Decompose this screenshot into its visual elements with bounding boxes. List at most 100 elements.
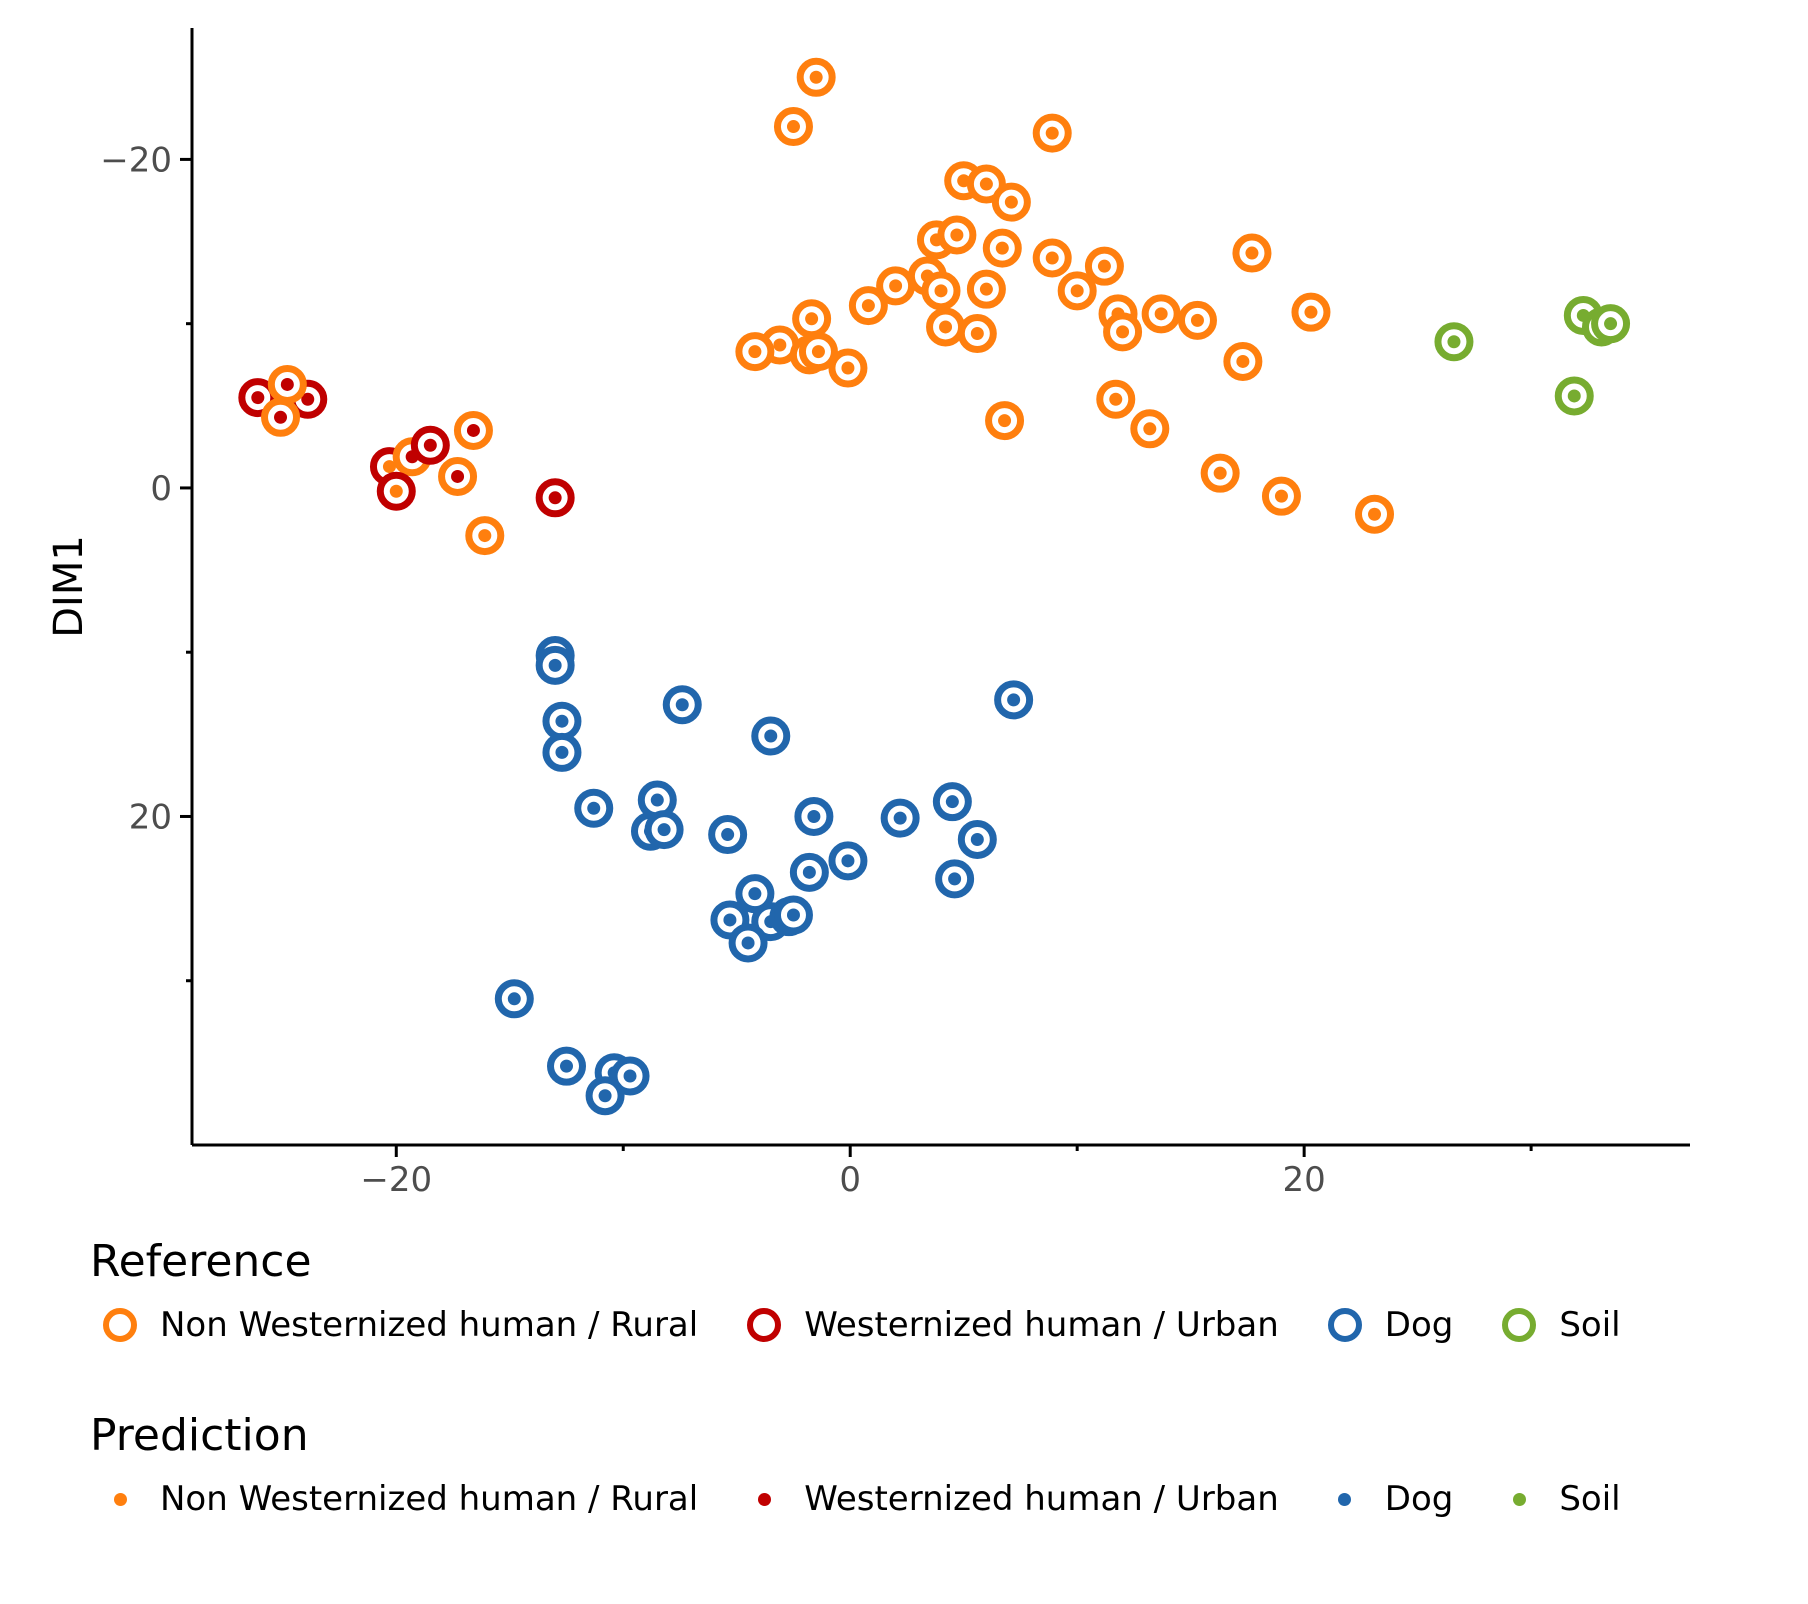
point-prediction-dot	[650, 793, 664, 807]
data-point	[1032, 113, 1072, 153]
data-point	[982, 228, 1022, 268]
point-prediction-dot	[809, 70, 823, 84]
legend-item-label: Non Westernized human / Rural	[160, 1305, 699, 1345]
data-point	[535, 645, 575, 685]
point-prediction-dot	[555, 745, 569, 759]
y-axis-ticks: −20 0 20	[100, 140, 192, 983]
legend-prediction: Prediction Non Westernized human / Rural…	[90, 1410, 1657, 1519]
point-prediction-dot	[382, 460, 396, 474]
point-prediction-dot	[1143, 422, 1157, 436]
data-point	[1554, 376, 1594, 416]
legend-item-label: Dog	[1384, 1305, 1454, 1345]
data-point	[1130, 409, 1170, 449]
point-prediction-dot	[889, 279, 903, 293]
data-point	[985, 401, 1025, 441]
point-prediction-dot	[1045, 251, 1059, 265]
data-point	[966, 269, 1006, 309]
data-point	[773, 107, 813, 147]
point-prediction-dot	[802, 865, 816, 879]
y-tick-label: 0	[150, 469, 172, 509]
legend-item: Dog	[1315, 1479, 1454, 1519]
data-point	[994, 680, 1034, 720]
point-prediction-dot	[786, 908, 800, 922]
legend-dot-key	[1315, 1479, 1375, 1519]
data-point	[1434, 322, 1474, 362]
data-point	[798, 332, 838, 372]
point-prediction-dot	[893, 811, 907, 825]
legend-item-label: Non Westernized human / Rural	[160, 1479, 699, 1519]
data-point	[966, 164, 1006, 204]
point-prediction-dot	[786, 120, 800, 134]
point-prediction-dot	[748, 345, 762, 359]
legend-prediction-title: Prediction	[90, 1410, 309, 1461]
legend-item-label: Westernized human / Urban	[804, 1479, 1279, 1519]
legend-ring-key	[90, 1305, 150, 1345]
point-prediction-dot	[587, 801, 601, 815]
point-prediction-dot	[979, 177, 993, 191]
legend-dot-key	[90, 1479, 150, 1519]
data-point	[1141, 294, 1181, 334]
legend-item: Non Westernized human / Rural	[90, 1305, 698, 1345]
point-prediction-dot	[1070, 284, 1084, 298]
point-prediction-dot	[948, 872, 962, 886]
data-point	[1084, 246, 1124, 286]
point-prediction-dot	[1154, 307, 1168, 321]
data-point	[921, 271, 961, 311]
y-tick-label: −20	[100, 140, 172, 180]
data-point	[410, 425, 450, 465]
point-prediction-dot	[970, 327, 984, 341]
legend-ring-key	[1315, 1305, 1375, 1345]
point-prediction-dot	[555, 714, 569, 728]
data-point	[1032, 238, 1072, 278]
point-prediction-dot	[998, 414, 1012, 428]
legend-ring-key	[1489, 1305, 1549, 1345]
data-point	[542, 701, 582, 741]
point-prediction-dot	[301, 392, 315, 406]
data-point	[535, 478, 575, 518]
data-point	[1291, 292, 1331, 332]
point-prediction-dot	[1007, 693, 1021, 707]
legend-item-label: Dog	[1384, 1479, 1454, 1519]
x-tick-label: −20	[360, 1160, 432, 1200]
point-prediction-dot	[934, 284, 948, 298]
point-prediction-dot	[1004, 195, 1018, 209]
data-point	[792, 299, 832, 339]
data-point	[547, 1046, 586, 1086]
data-point	[1232, 233, 1272, 273]
legend-item: Westernized human / Urban	[734, 1479, 1279, 1519]
scatter-chart: −20 0 20 −20 0 20 DIM1	[46, 28, 1690, 1200]
data-point	[794, 796, 834, 836]
data-point	[1355, 494, 1395, 534]
legend-item: Soil	[1489, 1305, 1621, 1345]
point-prediction-dot	[1604, 317, 1618, 331]
data-point	[735, 874, 775, 914]
x-tick-label: 0	[839, 1160, 861, 1200]
data-point	[542, 732, 582, 772]
point-prediction-dot	[274, 410, 288, 424]
data-point	[574, 788, 614, 828]
point-prediction-dot	[1368, 507, 1382, 521]
point-prediction-dot	[748, 887, 762, 901]
legend-item-label: Soil	[1559, 1479, 1621, 1519]
x-tick-label: 20	[1283, 1160, 1326, 1200]
data-point	[957, 314, 997, 354]
point-prediction-dot	[841, 854, 855, 868]
legend-reference-title: Reference	[90, 1236, 312, 1287]
data-point	[494, 979, 534, 1019]
point-prediction-dot	[1190, 313, 1204, 327]
point-prediction-dot	[675, 698, 689, 712]
point-prediction-dot	[478, 529, 492, 543]
point-prediction-dot	[623, 1069, 637, 1083]
data-point	[773, 895, 813, 935]
data-point	[828, 841, 868, 881]
point-prediction-dot	[548, 491, 562, 505]
data-point	[662, 685, 702, 725]
point-prediction-dot	[939, 320, 953, 334]
data-point	[991, 182, 1031, 222]
legend-item-label: Westernized human / Urban	[804, 1305, 1279, 1345]
point-prediction-dot	[598, 1089, 612, 1103]
legend-dot-key	[1489, 1479, 1549, 1519]
point-prediction-dot	[423, 438, 437, 452]
data-point	[935, 859, 975, 899]
data-point	[789, 852, 829, 892]
